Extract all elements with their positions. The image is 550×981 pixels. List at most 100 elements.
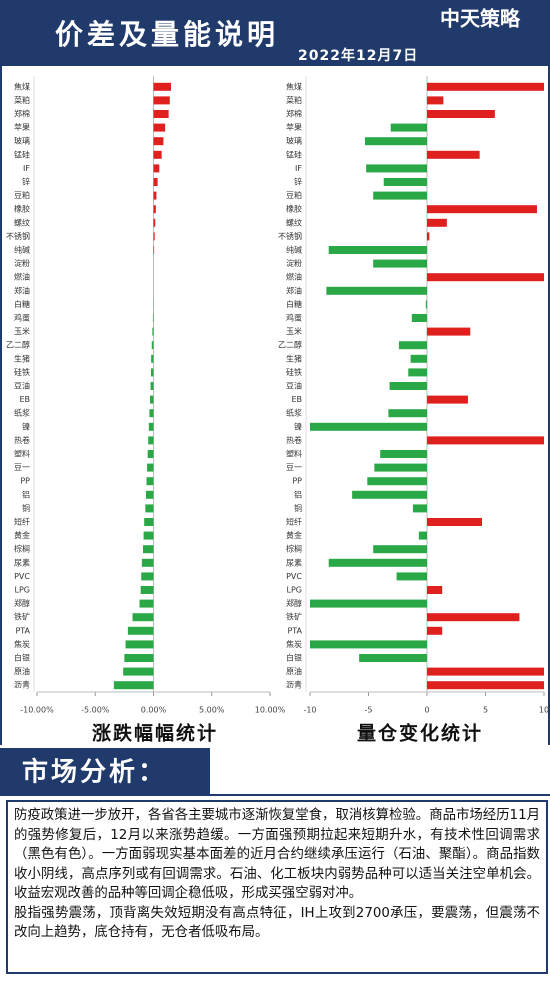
bar xyxy=(427,518,482,526)
bar xyxy=(141,572,154,581)
bar xyxy=(139,599,154,608)
category-label: 生猪 xyxy=(286,353,302,363)
category-label: 鸡蛋 xyxy=(14,313,30,323)
category-label: 纸浆 xyxy=(286,408,302,418)
category-label: 苹果 xyxy=(14,122,30,132)
bar xyxy=(143,545,154,554)
bar xyxy=(148,422,154,431)
category-label: 豆粕 xyxy=(14,190,30,200)
category-label: 豆油 xyxy=(14,381,30,391)
bar xyxy=(427,681,544,690)
bar xyxy=(427,586,443,594)
analysis-paragraph: 股指强势震荡，顶背离失效短期没有高点特征，IH上攻到2700承压，要震荡，但震荡… xyxy=(14,905,540,941)
bar xyxy=(150,368,154,377)
x-tick-label: -5 xyxy=(365,706,373,715)
category-label: 锌 xyxy=(294,177,302,187)
x-tick-label: 10.00% xyxy=(255,706,286,715)
category-label: 锌 xyxy=(22,177,30,187)
analysis-box: 防疫政策进一步放开，各省各主要城市逐渐恢复堂食，取消核算检验。商品市场经历11月… xyxy=(6,800,548,974)
category-label: IF xyxy=(295,164,302,173)
category-label: 玻璃 xyxy=(286,136,302,146)
category-label: 白糖 xyxy=(286,299,302,309)
bar xyxy=(366,164,427,173)
x-tick-label: -10 xyxy=(303,706,316,715)
bar xyxy=(398,341,427,350)
bar xyxy=(427,613,520,622)
analysis-tab xyxy=(0,748,210,796)
category-label: 纯碱 xyxy=(14,245,30,255)
bar xyxy=(153,218,156,227)
bar xyxy=(153,123,166,132)
bar xyxy=(427,96,444,105)
x-tick-label: 0 xyxy=(424,706,429,715)
category-label: 锰硅 xyxy=(14,149,30,159)
bar xyxy=(141,558,154,567)
bar xyxy=(427,232,430,241)
bar xyxy=(151,341,154,350)
category-label: 塑料 xyxy=(14,449,30,459)
category-label: 鸡蛋 xyxy=(286,313,302,323)
bar xyxy=(427,218,447,227)
category-label: 玉米 xyxy=(286,326,302,336)
bar xyxy=(153,246,155,254)
bar xyxy=(153,82,171,91)
bar xyxy=(389,382,427,390)
category-label: 棕榈 xyxy=(286,544,302,554)
bar xyxy=(145,504,154,513)
category-label: 锰硅 xyxy=(286,149,302,159)
chart-title: 量仓变化统计 xyxy=(357,722,483,745)
bar xyxy=(326,286,427,295)
category-label: IF xyxy=(23,164,30,173)
category-label: 热卷 xyxy=(286,435,302,445)
x-tick-label: -5.00% xyxy=(81,706,110,715)
bar xyxy=(328,558,427,567)
bar xyxy=(149,409,154,418)
category-label: 菜粕 xyxy=(286,95,302,105)
bar xyxy=(427,436,544,445)
logo: 中天策略 xyxy=(440,7,521,31)
category-label: 乙二醇 xyxy=(278,340,302,350)
category-label: 橡胶 xyxy=(14,204,30,214)
category-label: 菜粕 xyxy=(14,95,30,105)
category-label: PP xyxy=(292,477,302,486)
category-label: LPG xyxy=(287,586,302,595)
x-tick-label: 0.00% xyxy=(141,706,167,715)
analysis-paragraph: 防疫政策进一步放开，各省各主要城市逐渐恢复堂食，取消核算检验。商品市场经历11月… xyxy=(14,808,540,901)
bar xyxy=(390,123,427,132)
category-label: 淀粉 xyxy=(14,258,30,268)
bar xyxy=(364,137,427,146)
category-label: EB xyxy=(19,395,30,404)
category-label: 镍 xyxy=(294,421,302,431)
bar xyxy=(152,314,154,322)
bar xyxy=(427,150,480,159)
category-label: 白银 xyxy=(286,653,302,663)
bar xyxy=(427,667,544,676)
bar xyxy=(132,613,154,622)
bar xyxy=(145,490,154,499)
category-label: 尿素 xyxy=(14,557,30,567)
category-label: 豆粕 xyxy=(286,190,302,200)
bar xyxy=(147,450,154,458)
category-label: PVC xyxy=(286,572,302,581)
bar xyxy=(310,599,427,608)
category-label: 短纤 xyxy=(14,517,30,527)
bar xyxy=(367,477,427,486)
bar xyxy=(153,110,169,118)
bar xyxy=(124,654,154,662)
bar xyxy=(410,354,427,363)
category-label: 纸浆 xyxy=(14,408,30,418)
category-label: 燃油 xyxy=(14,272,30,282)
bar xyxy=(147,463,154,472)
category-label: 生猪 xyxy=(14,353,30,363)
category-label: 热卷 xyxy=(14,435,30,445)
bar xyxy=(373,545,427,554)
bar xyxy=(412,504,427,513)
bar xyxy=(310,422,427,431)
bar xyxy=(373,259,427,268)
category-label: 不锈钢 xyxy=(6,231,30,241)
category-label: 郑油 xyxy=(14,285,30,295)
category-label: PTA xyxy=(287,626,302,635)
bar xyxy=(153,96,170,105)
bar xyxy=(427,626,443,635)
